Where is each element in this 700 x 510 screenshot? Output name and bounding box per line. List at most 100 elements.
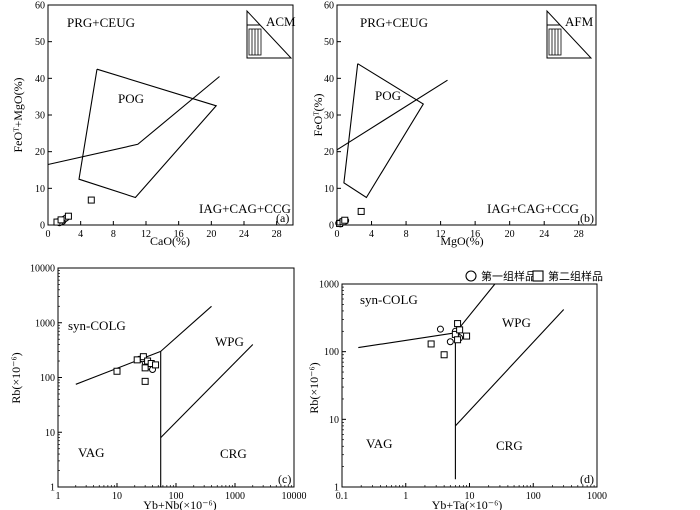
x-tick-label: 28: [272, 229, 282, 240]
y-tick-label: 10: [329, 415, 339, 426]
data-point-square: [454, 320, 462, 328]
data-point-square: [456, 326, 464, 334]
y-tick-label: 100: [40, 373, 55, 384]
inset-label: AFM: [565, 14, 594, 29]
x-tick-label: 24: [539, 229, 549, 240]
y-axis-title: Rb(×10⁻⁶): [9, 352, 23, 403]
data-point-square: [141, 377, 149, 385]
x-tick-label: 12: [141, 229, 151, 240]
panel-label: (a): [276, 211, 289, 225]
inset-label: ACM: [266, 14, 296, 29]
x-tick-label: 10: [112, 491, 122, 502]
field-boundary-line: [160, 344, 254, 438]
field-boundary-line: [358, 332, 456, 349]
y-tick-label: 1: [334, 483, 339, 494]
y-tick-label: 1: [50, 483, 55, 494]
field-label-iag-cag-ccg: IAG+CAG+CCG: [487, 201, 579, 216]
legend-square-label: 第二组样品: [548, 269, 603, 283]
y-tick-label: 10: [35, 184, 45, 195]
y-tick-label: 30: [324, 111, 334, 122]
x-tick-label: 1000: [587, 491, 607, 502]
data-point-square: [141, 364, 149, 372]
field-label-crg: CRG: [220, 446, 247, 461]
field-boundary-line: [454, 309, 565, 427]
data-point-square: [357, 207, 365, 215]
y-tick-label: 50: [35, 37, 45, 48]
field-label-wpg: WPG: [502, 315, 531, 330]
x-tick-label: 100: [526, 491, 541, 502]
x-tick-label: 0: [46, 229, 51, 240]
x-tick-label: 1: [403, 491, 408, 502]
data-point-square: [64, 212, 72, 220]
y-axis-title: FeOᵀ(%): [311, 93, 325, 136]
y-tick-label: 100: [324, 347, 339, 358]
x-tick-label: 24: [239, 229, 249, 240]
field-boundary-line: [343, 63, 425, 199]
field-label-vag: VAG: [366, 436, 393, 451]
x-tick-label: 28: [574, 229, 584, 240]
y-axis-title: Rb(×10⁻⁶): [307, 362, 321, 413]
data-point-square: [427, 340, 435, 348]
legend-square-marker: [532, 270, 544, 282]
x-tick-label: 4: [78, 229, 83, 240]
y-tick-label: 40: [324, 74, 334, 85]
y-axis-title: FeOᵀ+MgO(%): [11, 77, 25, 152]
y-tick-label: 10: [45, 428, 55, 439]
field-boundary-line: [160, 305, 212, 352]
x-tick-label: 10: [465, 491, 475, 502]
x-axis-title: CaO(%): [150, 234, 190, 248]
field-label-iag-cag-ccg: IAG+CAG+CCG: [199, 201, 291, 216]
x-tick-label: 100: [169, 491, 184, 502]
panel-label: (b): [580, 211, 594, 225]
data-point-square: [57, 216, 65, 224]
x-axis-title: Yb+Nb(×10⁻⁶): [143, 498, 216, 510]
y-tick-label: 20: [35, 147, 45, 158]
x-tick-label: 1000: [225, 491, 245, 502]
y-tick-label: 0: [329, 221, 334, 232]
field-label-pog: POG: [375, 88, 401, 103]
field-boundary-line: [454, 283, 496, 334]
ternary-inset-icon: AFM: [546, 9, 594, 59]
x-tick-label: 12: [436, 229, 446, 240]
y-tick-label: 1000: [319, 280, 339, 291]
data-point-square: [454, 336, 462, 344]
legend: 第一组样品 第二组样品: [465, 269, 603, 283]
field-label-syn-colg: syn-COLG: [360, 292, 418, 307]
legend-circle-marker: [465, 270, 477, 282]
x-tick-label: 20: [206, 229, 216, 240]
x-tick-label: 10000: [282, 491, 307, 502]
data-point-square: [113, 367, 121, 375]
y-tick-label: 10: [324, 184, 334, 195]
data-point-square: [440, 351, 448, 359]
field-boundary-line: [78, 68, 218, 199]
field-label-prg-ceug: PRG+CEUG: [67, 15, 135, 30]
y-tick-label: 60: [324, 1, 334, 12]
data-point-square: [152, 361, 160, 369]
x-tick-label: 1: [56, 491, 61, 502]
data-point-square: [87, 196, 95, 204]
legend-circle-label: 第一组样品: [481, 269, 536, 283]
field-label-wpg: WPG: [215, 334, 244, 349]
y-tick-label: 1000: [35, 318, 55, 329]
y-tick-label: 40: [35, 74, 45, 85]
panel-label: (c): [278, 472, 291, 486]
field-label-crg: CRG: [496, 438, 523, 453]
x-tick-label: 8: [404, 229, 409, 240]
data-point-circle: [436, 325, 444, 333]
field-boundary-line: [47, 76, 220, 166]
panel-label: (d): [580, 472, 594, 486]
x-tick-label: 0.1: [336, 491, 349, 502]
data-point-square: [133, 356, 141, 364]
y-tick-label: 30: [35, 111, 45, 122]
data-point-square: [463, 332, 471, 340]
y-tick-label: 50: [324, 37, 334, 48]
field-label-syn-colg: syn-COLG: [68, 318, 126, 333]
x-tick-label: 16: [174, 229, 184, 240]
data-point-circle: [446, 338, 454, 346]
data-point-square: [139, 353, 147, 361]
